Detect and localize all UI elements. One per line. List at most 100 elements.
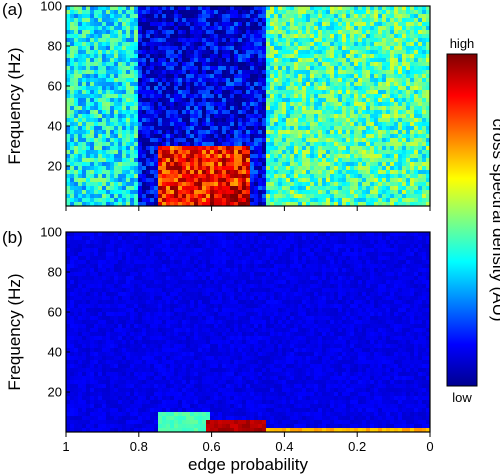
heatmap-cell	[222, 166, 227, 171]
heatmap-cell	[274, 190, 279, 195]
heatmap-cell	[186, 34, 191, 39]
heatmap-cell	[242, 62, 247, 67]
heatmap-cell	[66, 22, 71, 27]
heatmap-cell	[338, 62, 343, 67]
heatmap-cell	[266, 98, 271, 103]
heatmap-cell	[358, 118, 363, 123]
heatmap-cell	[210, 138, 215, 143]
heatmap-cell	[278, 38, 283, 43]
heatmap-cell	[390, 146, 395, 151]
heatmap-cell	[214, 202, 219, 207]
heatmap-cell	[322, 10, 327, 15]
heatmap-cell	[138, 186, 143, 191]
heatmap-cell	[342, 182, 347, 187]
heatmap-cell	[386, 38, 391, 43]
heatmap-cell	[114, 166, 119, 171]
heatmap-cell	[254, 166, 259, 171]
heatmap-cell	[250, 166, 255, 171]
heatmap-cell	[146, 118, 151, 123]
heatmap-cell	[206, 122, 211, 127]
heatmap-cell	[286, 62, 291, 67]
heatmap-cell	[90, 58, 95, 63]
heatmap-cell	[226, 78, 231, 83]
heatmap-cell	[70, 182, 75, 187]
heatmap-cell	[174, 202, 179, 207]
heatmap-cell	[66, 42, 71, 47]
heatmap-cell	[342, 54, 347, 59]
heatmap-cell	[82, 420, 87, 425]
heatmap-cell	[390, 90, 395, 95]
heatmap-cell	[326, 158, 331, 163]
heatmap-cell	[294, 38, 299, 43]
heatmap-cell	[250, 202, 255, 207]
heatmap-cell	[298, 150, 303, 155]
heatmap-cell	[78, 396, 83, 401]
heatmap-cell	[402, 30, 407, 35]
heatmap-cell	[190, 194, 195, 199]
heatmap-cell	[426, 6, 431, 11]
heatmap-cell	[90, 66, 95, 71]
heatmap-cell	[194, 130, 199, 135]
heatmap-cell	[102, 58, 107, 63]
heatmap-cell	[218, 82, 223, 87]
heatmap-cell	[138, 194, 143, 199]
heatmap-cell	[410, 94, 415, 99]
heatmap-cell	[210, 42, 215, 47]
heatmap-cell	[294, 154, 299, 159]
heatmap-cell	[270, 114, 275, 119]
heatmap-cell	[250, 66, 255, 71]
heatmap-cell	[246, 94, 251, 99]
heatmap-cell	[402, 50, 407, 55]
heatmap-cell	[66, 150, 71, 155]
heatmap-cell	[114, 82, 119, 87]
heatmap-cell	[66, 328, 71, 333]
heatmap-cell	[178, 26, 183, 31]
heatmap-cell	[82, 102, 87, 107]
heatmap-cell	[270, 186, 275, 191]
heatmap-cell	[222, 78, 227, 83]
heatmap-cell	[94, 416, 99, 421]
heatmap-cell	[234, 174, 239, 179]
heatmap-cell	[98, 10, 103, 15]
heatmap-cell	[138, 74, 143, 79]
heatmap-cell	[170, 30, 175, 35]
heatmap-cell	[322, 154, 327, 159]
heatmap-cell	[78, 368, 83, 373]
heatmap-cell	[290, 174, 295, 179]
heatmap-cell	[386, 166, 391, 171]
heatmap-cell	[250, 114, 255, 119]
heatmap-cell	[82, 178, 87, 183]
heatmap-cell	[330, 182, 335, 187]
heatmap-cell	[426, 158, 431, 163]
heatmap-cell	[306, 102, 311, 107]
heatmap-cell	[322, 118, 327, 123]
heatmap-cell	[114, 130, 119, 135]
heatmap-cell	[298, 94, 303, 99]
heatmap-cell	[82, 158, 87, 163]
heatmap-cell	[262, 174, 267, 179]
heatmap-cell	[266, 66, 271, 71]
heatmap-cell	[150, 34, 155, 39]
heatmap-cell	[106, 58, 111, 63]
heatmap-cell	[394, 26, 399, 31]
heatmap-cell	[238, 138, 243, 143]
heatmap-cell	[398, 202, 403, 207]
heatmap-cell	[270, 134, 275, 139]
heatmap-cell	[74, 62, 79, 67]
heatmap-cell	[302, 106, 307, 111]
heatmap-cell	[370, 34, 375, 39]
heatmap-cell	[74, 70, 79, 75]
heatmap-cell	[114, 30, 119, 35]
heatmap-cell	[286, 142, 291, 147]
heatmap-cell	[270, 190, 275, 195]
heatmap-cell	[394, 202, 399, 207]
heatmap-cell	[86, 90, 91, 95]
heatmap-cell	[390, 174, 395, 179]
heatmap-cell	[190, 66, 195, 71]
heatmap-cell	[154, 14, 159, 19]
heatmap-cell	[254, 170, 259, 175]
heatmap-cell	[130, 158, 135, 163]
heatmap-cell	[354, 162, 359, 167]
heatmap-cell	[422, 74, 427, 79]
heatmap-cell	[294, 162, 299, 167]
